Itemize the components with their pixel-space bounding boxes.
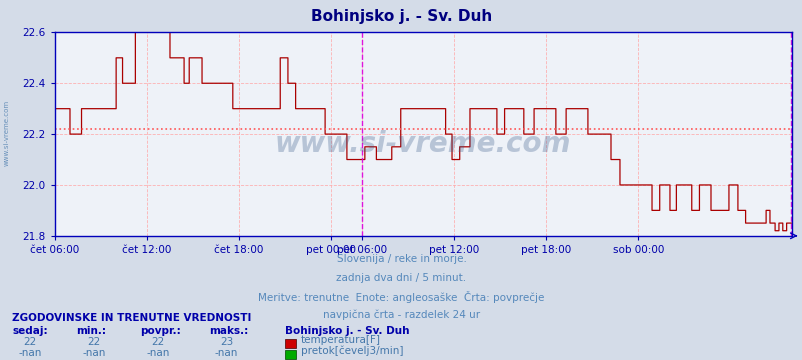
Text: min.:: min.:: [76, 326, 106, 336]
Text: maks.:: maks.:: [209, 326, 248, 336]
Text: Bohinjsko j. - Sv. Duh: Bohinjsko j. - Sv. Duh: [285, 326, 409, 336]
Text: ZGODOVINSKE IN TRENUTNE VREDNOSTI: ZGODOVINSKE IN TRENUTNE VREDNOSTI: [12, 313, 251, 323]
Text: zadnja dva dni / 5 minut.: zadnja dva dni / 5 minut.: [336, 273, 466, 283]
Text: 22: 22: [152, 337, 164, 347]
Text: -nan: -nan: [146, 348, 170, 358]
Text: www.si-vreme.com: www.si-vreme.com: [3, 100, 10, 166]
Text: Bohinjsko j. - Sv. Duh: Bohinjsko j. - Sv. Duh: [310, 9, 492, 24]
Text: 23: 23: [220, 337, 233, 347]
Text: povpr.:: povpr.:: [140, 326, 181, 336]
Text: navpična črta - razdelek 24 ur: navpična črta - razdelek 24 ur: [322, 310, 480, 320]
Text: -nan: -nan: [214, 348, 238, 358]
Text: -nan: -nan: [82, 348, 106, 358]
Text: 22: 22: [87, 337, 100, 347]
Text: temperatura[F]: temperatura[F]: [301, 335, 381, 345]
Text: 22: 22: [23, 337, 36, 347]
Text: Meritve: trenutne  Enote: angleosaške  Črta: povprečje: Meritve: trenutne Enote: angleosaške Črt…: [258, 291, 544, 303]
Text: -nan: -nan: [18, 348, 42, 358]
Text: pretok[čevelj3/min]: pretok[čevelj3/min]: [301, 345, 403, 356]
Text: sedaj:: sedaj:: [12, 326, 47, 336]
Text: Slovenija / reke in morje.: Slovenija / reke in morje.: [336, 254, 466, 264]
Text: www.si-vreme.com: www.si-vreme.com: [274, 130, 571, 158]
